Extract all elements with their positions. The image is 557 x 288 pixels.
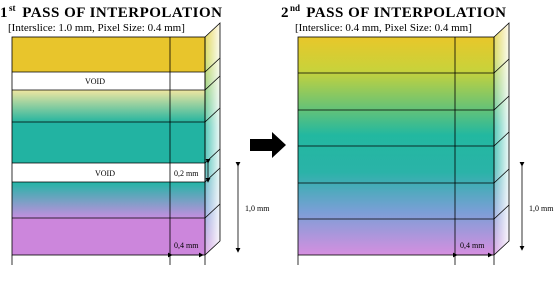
arrow xyxy=(250,132,286,158)
title: PASS OF INTERPOLATION xyxy=(18,5,223,21)
title-number: 2 xyxy=(281,5,289,21)
gap-label: 0,2 mm xyxy=(174,169,199,178)
subtitle: [Interslice: 0.4 mm, Pixel Size: 0.4 mm] xyxy=(295,22,472,34)
width-label: 0,4 mm xyxy=(460,241,485,250)
title-suffix: nd xyxy=(290,3,300,13)
title-number: 1 xyxy=(0,5,8,21)
void-label: VOID xyxy=(95,169,115,178)
title-suffix: st xyxy=(9,3,16,13)
left-block: VOID VOID 0,2 mm 1,0 mm 0,4 mm xyxy=(11,22,270,265)
void-label: VOID xyxy=(85,77,105,86)
height-label: 1,0 mm xyxy=(245,204,270,213)
width-label: 0,4 mm xyxy=(174,241,199,250)
height-label: 1,0 mm xyxy=(529,204,554,213)
title: PASS OF INTERPOLATION xyxy=(302,5,507,21)
right-block: 1,0 mm 0,4 mm xyxy=(297,22,554,265)
subtitle: [Interslice: 1.0 mm, Pixel Size: 0.4 mm] xyxy=(8,22,185,34)
